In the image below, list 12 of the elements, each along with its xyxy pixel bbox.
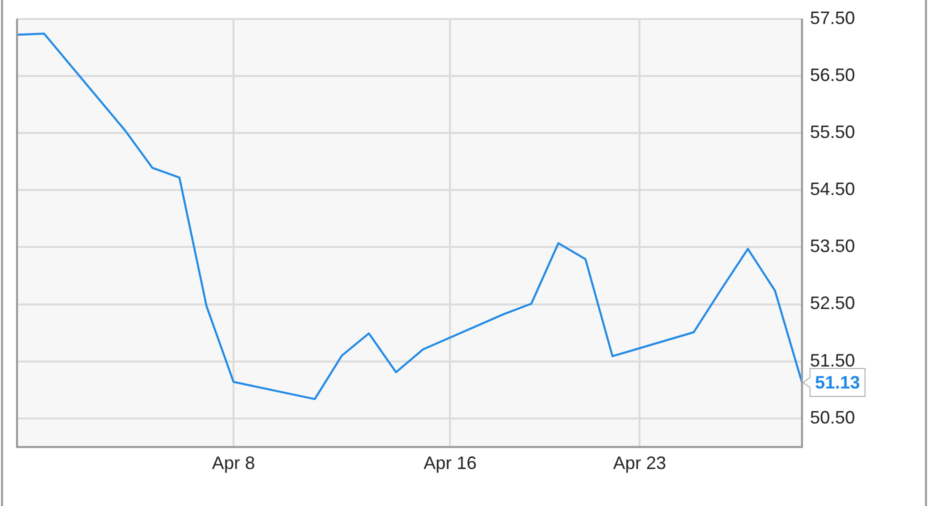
data-label: 51.13 bbox=[815, 372, 860, 392]
x-tick-label: Apr 16 bbox=[424, 452, 477, 473]
y-tick-label: 53.50 bbox=[810, 236, 856, 256]
y-tick-label: 57.50 bbox=[810, 8, 856, 28]
y-tick-label: 54.50 bbox=[810, 179, 856, 200]
y-tick-label: 55.50 bbox=[810, 122, 856, 142]
y-tick-label: 51.50 bbox=[810, 350, 856, 370]
x-tick-label: Apr 23 bbox=[613, 452, 666, 473]
y-tick-label: 52.50 bbox=[810, 293, 856, 314]
x-tick-label: Apr 8 bbox=[212, 452, 256, 473]
y-tick-label: 56.50 bbox=[810, 64, 856, 85]
y-tick-label: 50.50 bbox=[810, 407, 856, 428]
